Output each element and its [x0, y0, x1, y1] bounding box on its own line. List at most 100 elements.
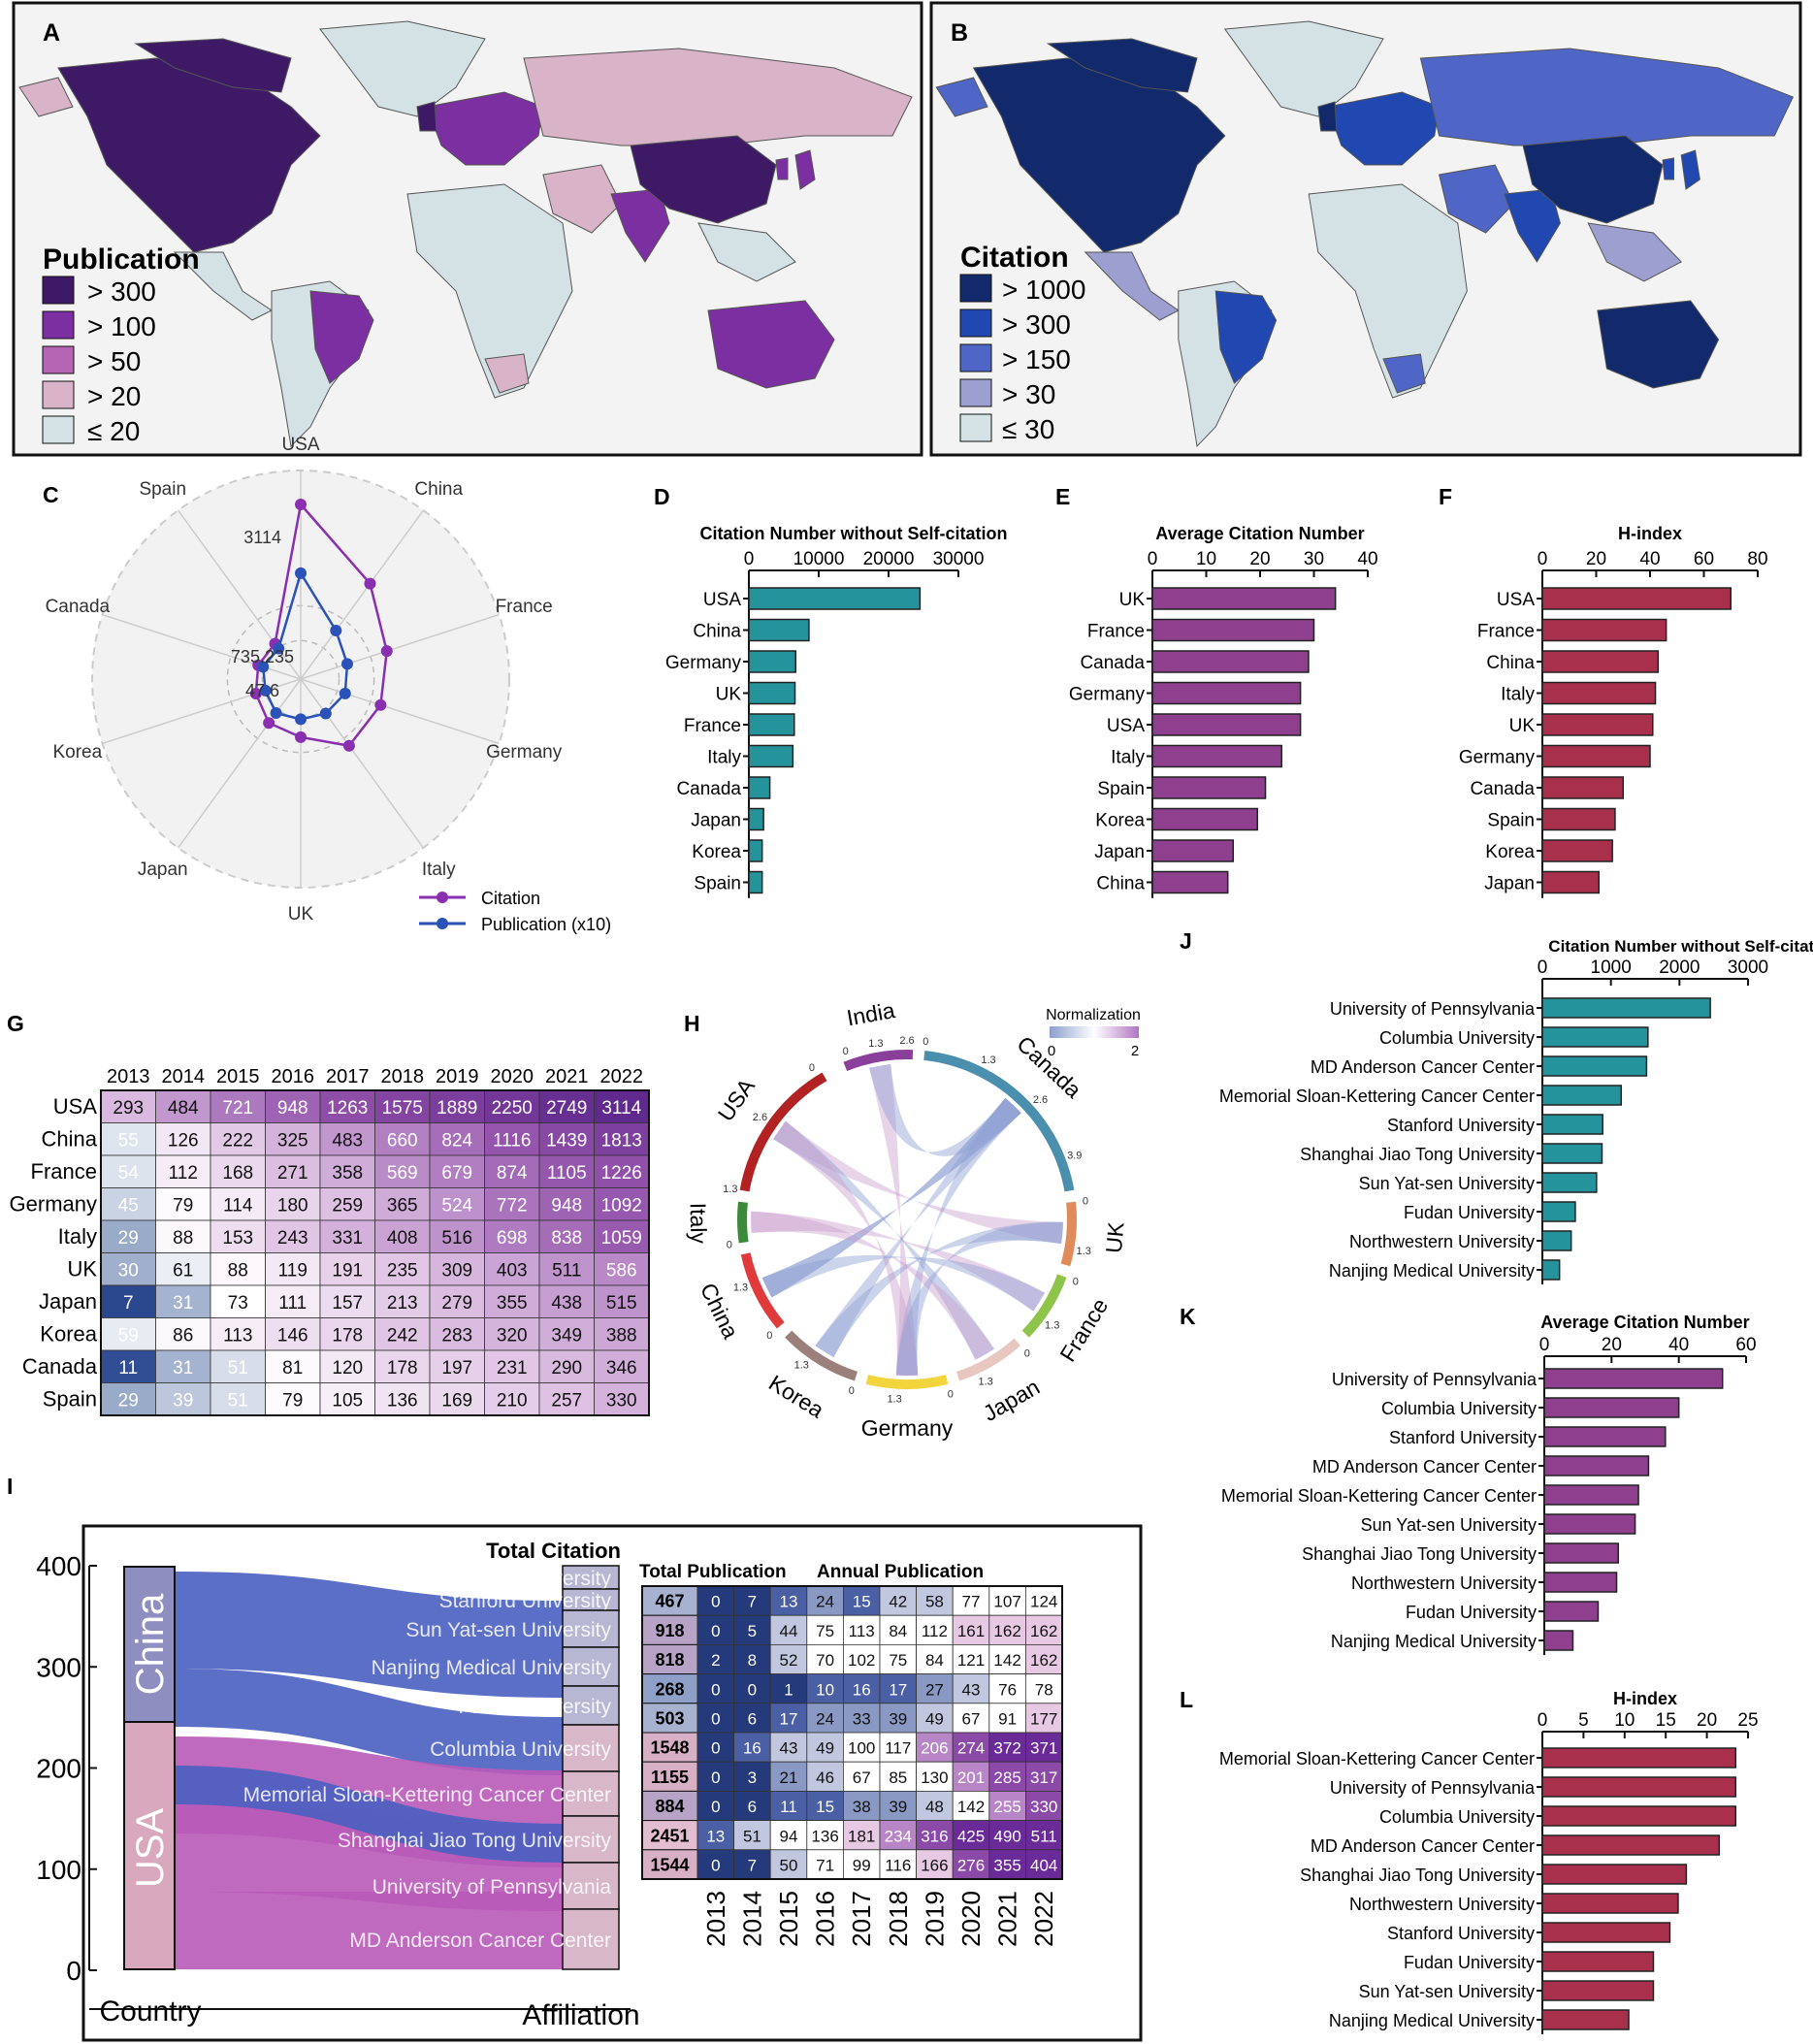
- chord-node-label: Italy: [686, 1203, 712, 1245]
- bar-chart-f: H-index 0 20 40 60 80 USA France China Italy UK Ger…: [1459, 524, 1768, 898]
- annual-value: 6: [748, 1798, 757, 1816]
- bar: [1541, 587, 1732, 610]
- category-label: Stanford University: [1389, 1428, 1537, 1447]
- sankey-flow: [175, 1669, 563, 1775]
- bar: [1541, 650, 1660, 673]
- heatmap-cell: [265, 1122, 321, 1156]
- bar: [1541, 744, 1651, 768]
- heatmap-value: 54: [118, 1163, 140, 1184]
- annual-value: 317: [1030, 1768, 1057, 1787]
- x-tick-label: 20: [1602, 1335, 1622, 1355]
- annual-value: 16: [853, 1680, 871, 1699]
- affiliation-bar: [562, 1565, 620, 1590]
- chart-title: Average Citation Number: [1540, 1313, 1749, 1332]
- heatmap-value: 180: [277, 1196, 308, 1217]
- country-bar-usa: [123, 1721, 176, 1970]
- category-label: Spain: [1097, 779, 1145, 799]
- heatmap-value: 1059: [601, 1228, 642, 1249]
- legend-label-1: > 1000: [1002, 275, 1085, 305]
- x-tick-label: 10: [1196, 549, 1216, 569]
- heatmap-row-label: Japan: [39, 1289, 97, 1314]
- annual-cell: [1025, 1761, 1063, 1792]
- bar: [1151, 587, 1337, 610]
- bar: [748, 650, 796, 673]
- heatmap-cell: [155, 1089, 211, 1123]
- annual-cell: [1025, 1644, 1063, 1675]
- bar: [748, 807, 764, 831]
- heatmap-cell: [538, 1122, 595, 1156]
- heatmap-column-label: 2022: [600, 1066, 644, 1087]
- annual-value: 0: [711, 1857, 720, 1875]
- annual-cell: [952, 1703, 990, 1734]
- panel-label-g: G: [7, 1011, 24, 1036]
- heatmap-value: 213: [387, 1293, 418, 1314]
- brazil-shape: [1214, 290, 1278, 384]
- heatmap-value: 3114: [601, 1098, 641, 1119]
- radar-point: [257, 661, 270, 673]
- heatmap-value: 30: [118, 1261, 139, 1282]
- annual-value: 274: [957, 1739, 985, 1758]
- heatmap-value: 309: [441, 1261, 472, 1282]
- heatmap-row-label: USA: [53, 1094, 98, 1119]
- heatmap-value: 660: [387, 1131, 418, 1152]
- category-label: Memorial Sloan-Kettering Cancer Center: [1221, 1486, 1537, 1506]
- chord-ribbon: [772, 1120, 995, 1360]
- bar: [1541, 681, 1657, 705]
- heatmap-value: 283: [441, 1326, 472, 1346]
- category-label: Stanford University: [1387, 1924, 1535, 1943]
- total-citation-cell: [641, 1643, 698, 1675]
- category-label: MD Anderson Cancer Center: [1311, 1836, 1535, 1856]
- legend-swatch-4: [42, 380, 75, 409]
- annual-value: 100: [848, 1739, 875, 1758]
- annual-value: 113: [849, 1622, 875, 1640]
- heatmap-row-label: Korea: [40, 1322, 97, 1346]
- heatmap-value: 86: [173, 1326, 193, 1346]
- bar: [1541, 807, 1616, 831]
- annual-value: 43: [962, 1680, 981, 1699]
- category-label: Germany: [1069, 685, 1146, 705]
- annual-cell: [1025, 1820, 1063, 1851]
- annual-value: 94: [780, 1827, 798, 1845]
- heatmap-value: 320: [497, 1326, 528, 1346]
- annual-value: 10: [816, 1680, 834, 1699]
- heatmap-value: 355: [497, 1293, 528, 1314]
- legend-swatch-5: [959, 413, 992, 442]
- chord-tick-label: 0: [727, 1240, 732, 1251]
- heatmap-value: 349: [551, 1326, 582, 1346]
- annual-cell: [1025, 1703, 1063, 1734]
- heatmap-cell: [210, 1122, 266, 1156]
- bar: [1541, 1114, 1603, 1135]
- map-b-legend-title: Citation: [960, 242, 1069, 274]
- legend-label-3: > 150: [1002, 344, 1071, 374]
- annual-value: 71: [816, 1857, 834, 1875]
- chord-tick-label: 2.6: [753, 1112, 767, 1123]
- bar: [1541, 1922, 1671, 1943]
- radar-spoke: [300, 613, 500, 680]
- legend-label-4: > 30: [1002, 379, 1055, 409]
- category-label: Italy: [1111, 748, 1145, 768]
- bar: [1541, 713, 1654, 736]
- chord-arc: [843, 1050, 914, 1072]
- category-label: Germany: [1459, 748, 1536, 768]
- legend-swatch-4: [959, 378, 992, 407]
- south-africa-shape: [1382, 353, 1426, 394]
- radar-axis-label: Italy: [422, 860, 456, 880]
- legend-label-3: > 50: [87, 346, 141, 376]
- annual-value: 7: [748, 1857, 757, 1875]
- heatmap-cell: [210, 1154, 266, 1188]
- annual-value: 6: [748, 1710, 757, 1729]
- heatmap-column-label: 2015: [216, 1066, 260, 1087]
- x-tick-label: 25: [1737, 1710, 1758, 1731]
- bar: [1543, 1601, 1600, 1622]
- annual-value: 116: [885, 1857, 911, 1875]
- annual-value: 0: [711, 1680, 720, 1699]
- category-label: France: [684, 716, 741, 736]
- heatmap-cell: [319, 1154, 375, 1188]
- annual-cell: [733, 1761, 771, 1792]
- radar-chart-c: USA China France Germany Italy UK Japan Korea Ca…: [46, 435, 612, 934]
- heatmap-value: 111: [278, 1293, 307, 1314]
- heatmap-row-label: Canada: [22, 1354, 98, 1379]
- heatmap-value: 524: [441, 1196, 472, 1217]
- annual-value: 49: [925, 1710, 944, 1729]
